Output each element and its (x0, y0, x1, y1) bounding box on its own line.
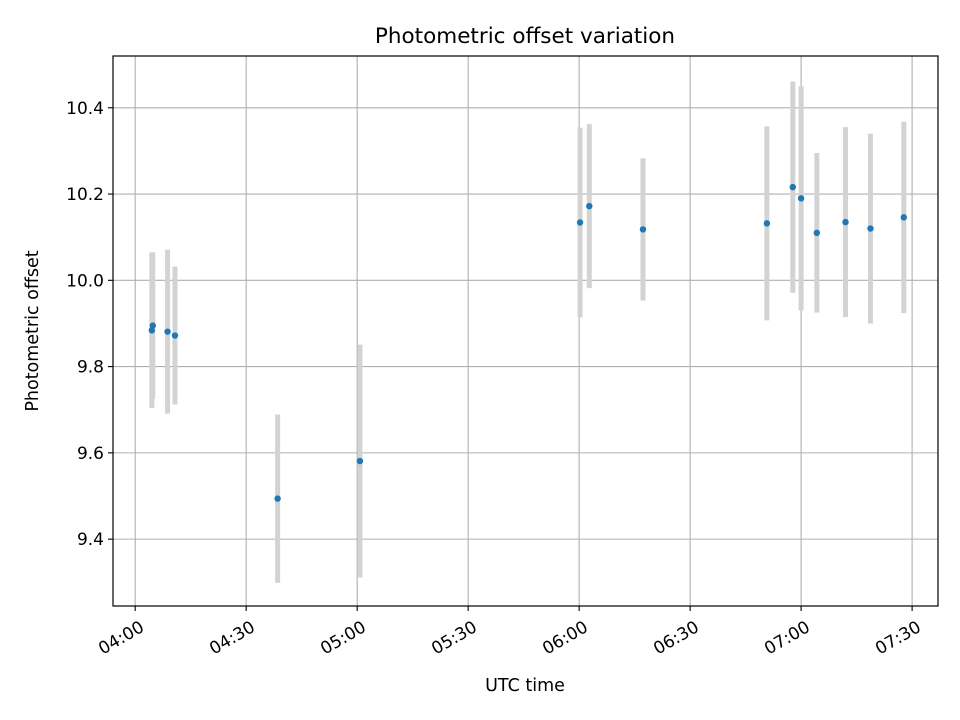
data-point (763, 220, 771, 227)
y-tick-label: 9.4 (77, 530, 104, 550)
y-axis-ticks: 9.4 9.6 9.8 10.0 10.2 10.4 (66, 99, 113, 550)
x-axis-label: UTC time (485, 676, 565, 696)
plot-frame (112, 55, 939, 607)
data-point (813, 229, 821, 237)
data-point (164, 328, 171, 335)
data-point (797, 195, 805, 202)
data-point (789, 183, 796, 191)
data-point (274, 495, 281, 502)
data-point (842, 218, 849, 226)
y-tick-label: 10.0 (66, 271, 104, 291)
data-point (867, 225, 874, 232)
y-axis-label: Photometric offset (23, 250, 43, 411)
grid-lines (113, 56, 938, 606)
data-point (171, 332, 179, 339)
data-point (576, 219, 584, 226)
chart-title: Photometric offset variation (375, 24, 675, 49)
data-points (148, 183, 907, 502)
data-point (900, 214, 907, 221)
data-point (148, 327, 156, 334)
data-point (149, 322, 156, 329)
data-point (356, 457, 364, 465)
data-point (586, 202, 593, 210)
y-tick-label: 10.2 (66, 185, 104, 205)
y-tick-label: 9.8 (77, 358, 104, 378)
data-point (639, 226, 647, 233)
y-tick-label: 10.4 (66, 99, 104, 119)
y-tick-label: 9.6 (77, 444, 104, 464)
